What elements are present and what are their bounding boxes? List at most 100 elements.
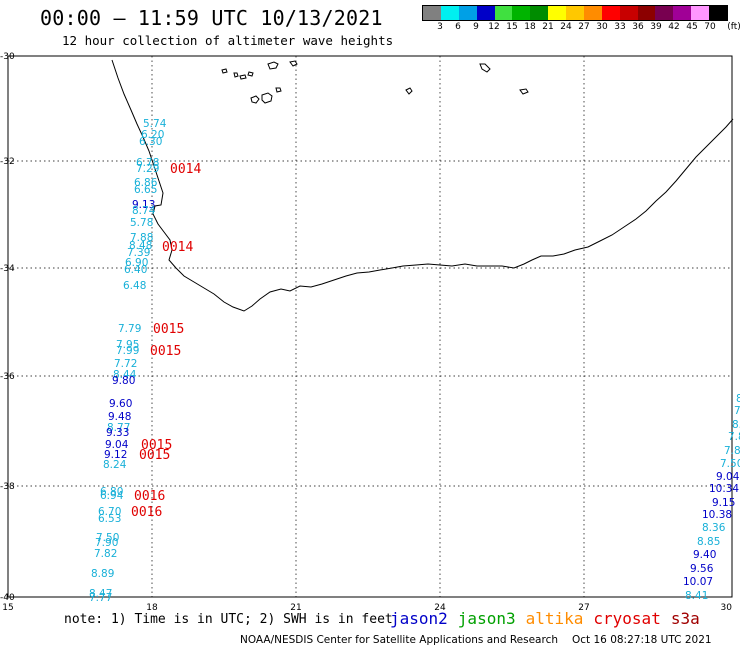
color-swatch-14 [673, 6, 692, 20]
wave-height-label: 9.04 [716, 471, 740, 483]
longitude-tick-label: 21 [290, 603, 301, 613]
latitude-tick-label: -30 [0, 52, 15, 62]
observations-pass-b: 7.79 7.957.997.728.449.80 9.609.488.779.33… [89, 323, 141, 604]
wave-height-label: 7.50 [96, 532, 119, 544]
longitude-tick-label: 30 [721, 603, 733, 613]
wave-height-label: 6.40 [124, 264, 147, 276]
wave-height-label: 6.20 [141, 129, 164, 141]
chart-title: 00:00 – 11:59 UTC 10/13/2021 [40, 6, 383, 30]
latitude-tick-label: -36 [0, 372, 15, 382]
color-scale-label: 33 [614, 22, 626, 32]
island-11 [479, 63, 491, 73]
color-scale-label: 21 [542, 22, 554, 32]
wave-height-label: 7.8 [728, 431, 740, 443]
color-scale-label: 27 [578, 22, 590, 32]
color-scale-label: 12 [488, 22, 500, 32]
color-scale-label: 6 [455, 22, 461, 32]
wave-height-label: 6.53 [98, 513, 121, 525]
color-swatch-10 [601, 6, 620, 20]
color-scale-label: 39 [650, 22, 662, 32]
observations-pass-c: 878.7.87.87.509.0410.349.1510.388.368.85… [683, 393, 740, 602]
wave-height-label: 8.89 [91, 568, 114, 580]
wave-height-label: 9.56 [690, 563, 714, 575]
wave-height-label: 8.36 [702, 522, 726, 534]
wave-height-label: 6.86 [134, 177, 158, 189]
color-scale-label: 3 [437, 22, 443, 32]
wave-height-label: 7.90 [95, 537, 118, 549]
pass-time-label: 0015 [153, 322, 184, 337]
latitude-tick-label: -34 [0, 264, 15, 274]
wave-height-label: 8.47 [89, 588, 112, 600]
color-swatch-15 [691, 6, 709, 20]
island-4 [247, 71, 254, 77]
pass-time-label: 0016 [134, 489, 165, 504]
credit-text: NOAA/NESDIS Center for Satellite Applica… [240, 634, 558, 646]
color-scale-label: 15 [506, 22, 518, 32]
color-swatch-4 [494, 6, 513, 20]
pass-time-label: 0015 [150, 344, 181, 359]
island-8 [261, 92, 273, 104]
wave-height-label: 7.29 [136, 163, 159, 175]
color-swatch-11 [619, 6, 638, 20]
legend-jason2: jason2 [390, 609, 448, 628]
wave-height-label: 7.99 [116, 345, 139, 357]
wave-height-label: 7.95 [116, 339, 139, 351]
wave-height-label: 9.80 [112, 375, 135, 387]
axis-tick-labels: 15 18 21 24 27 30 -30 -32 -34 -36 -38 -40 [0, 52, 732, 613]
color-swatch-12 [637, 6, 656, 20]
satellite-legend: jason2 jason3 altika cryosat s3a [390, 609, 710, 628]
color-swatch-2 [458, 6, 477, 20]
coastline-mainland [111, 59, 734, 312]
color-swatch-13 [655, 6, 674, 20]
wave-height-label: 6.78 [136, 157, 159, 169]
color-swatch-9 [583, 6, 602, 20]
color-scale-label: 45 [686, 22, 698, 32]
wave-height-label: 8.74 [132, 205, 156, 217]
wave-height-label: 7.82 [94, 548, 117, 560]
wave-height-label: 7.77 [89, 592, 112, 604]
latitude-tick-label: -40 [0, 593, 15, 603]
color-swatch-6 [530, 6, 549, 20]
wave-height-label: 8.44 [113, 369, 137, 381]
wave-height-label: 9.40 [693, 549, 716, 561]
generated-timestamp: Oct 16 08:27:18 UTC 2021 [572, 634, 712, 646]
chart-subtitle: 12 hour collection of altimeter wave hei… [62, 33, 394, 48]
observations-pass-a: 5.746.206.30 6.787.29 6.866.65 9.138.745.78… [123, 118, 167, 292]
wave-height-label: 8.85 [697, 536, 720, 548]
island-10 [405, 87, 413, 95]
footer-credit: NOAA/NESDIS Center for Satellite Applica… [240, 634, 712, 646]
pass-time-label: 0014 [162, 240, 193, 255]
wave-height-label: 5.74 [143, 118, 167, 130]
wave-height-label: 7.88 [130, 232, 153, 244]
wave-height-label: 7.50 [720, 458, 740, 470]
island-3 [239, 74, 247, 80]
longitude-tick-label: 24 [434, 603, 446, 613]
island-1 [221, 68, 228, 74]
wave-height-label: 9.33 [106, 427, 129, 439]
latitude-tick-label: -38 [0, 482, 15, 492]
wave-height-label: 9.60 [109, 398, 132, 410]
wave-height-label: 5.78 [130, 217, 153, 229]
wave-height-label: 9.13 [132, 199, 155, 211]
wave-height-label: 7.39 [127, 247, 150, 259]
wave-height-label: 9.48 [108, 411, 131, 423]
wave-height-label: 6.94 [100, 490, 124, 502]
island-2 [233, 72, 239, 78]
wave-height-label: 8 [736, 393, 740, 405]
wave-height-label: 6.90 [125, 257, 148, 269]
wave-height-label: 10.34 [709, 483, 739, 495]
pass-time-label: 0015 [139, 448, 170, 463]
wave-height-label: 7.8 [724, 445, 740, 457]
color-scale-label: 36 [632, 22, 644, 32]
color-swatch-5 [512, 6, 531, 20]
wave-height-label: 8. [732, 419, 740, 431]
color-scale-label: 24 [560, 22, 572, 32]
island-9 [275, 87, 282, 93]
color-scale-labels: 3 6 9 12 15 18 21 24 27 30 33 36 39 42 45 70 (ft) [422, 22, 740, 36]
wave-height-label: 10.38 [702, 509, 732, 521]
color-scale-label: 30 [596, 22, 608, 32]
color-swatch-0 [423, 6, 441, 20]
wave-height-label: 7.79 [118, 323, 141, 335]
wave-height-label: 8.48 [129, 240, 152, 252]
